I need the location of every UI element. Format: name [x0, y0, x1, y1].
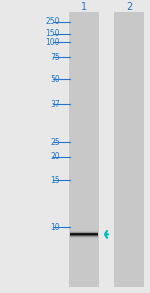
- Bar: [70, 236, 98, 237]
- Text: 2: 2: [126, 2, 132, 12]
- Text: 100: 100: [45, 38, 60, 47]
- Bar: [70, 236, 98, 237]
- Bar: [70, 231, 98, 232]
- Bar: [70, 235, 98, 236]
- Bar: [70, 234, 98, 235]
- Text: 250: 250: [45, 18, 60, 26]
- Text: 150: 150: [45, 29, 60, 38]
- Text: 25: 25: [50, 138, 60, 146]
- Text: 10: 10: [50, 223, 60, 231]
- Bar: [70, 231, 98, 232]
- Bar: [70, 230, 98, 231]
- Bar: [70, 238, 98, 239]
- Bar: [70, 234, 98, 235]
- Text: 50: 50: [50, 75, 60, 84]
- Text: 15: 15: [50, 176, 60, 185]
- Bar: [70, 232, 98, 233]
- Bar: [70, 237, 98, 238]
- Bar: [70, 230, 98, 231]
- Text: 37: 37: [50, 100, 60, 108]
- Bar: [69, 12, 99, 287]
- Bar: [70, 233, 98, 234]
- Text: 20: 20: [50, 152, 60, 161]
- Bar: [70, 235, 98, 236]
- Bar: [114, 12, 144, 287]
- Text: 75: 75: [50, 53, 60, 62]
- Text: 1: 1: [81, 2, 87, 12]
